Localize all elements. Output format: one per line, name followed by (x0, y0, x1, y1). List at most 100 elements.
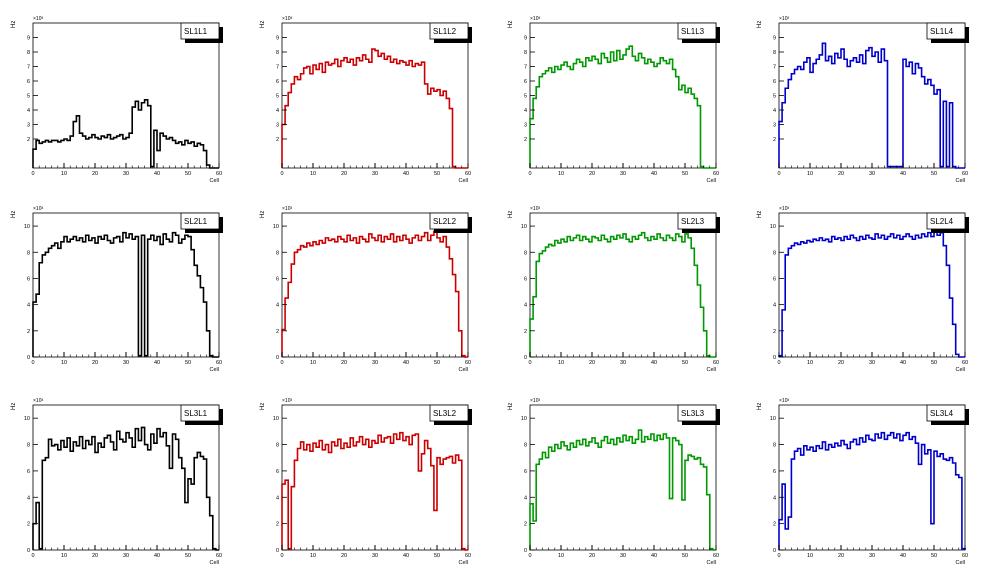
y-tick-label: 8 (773, 443, 776, 449)
plot-frame (529, 22, 717, 169)
y-tick-label: 2 (773, 522, 776, 528)
x-tick-label: 40 (403, 171, 409, 177)
plot-frame (529, 404, 717, 551)
title-box (926, 22, 966, 40)
y-tick-label: 5 (276, 94, 279, 100)
y-tick-label: 4 (27, 108, 30, 114)
x-tick-label: 40 (403, 553, 409, 559)
y-tick-label: 0 (27, 355, 30, 361)
x-tick-label: 0 (31, 553, 34, 559)
x-axis-label: Cell (707, 560, 716, 566)
panel-title: SL2L3 (681, 217, 705, 226)
y-exponent-label: ×10³ (779, 398, 789, 404)
y-axis-label: Hz (11, 211, 17, 218)
histogram-panel-sl2l4: 0 10 20 30 40 50 60 0 2 4 6 8 10 ×10³ Hz Cell SL2L4 (757, 206, 969, 373)
y-tick-label: 3 (276, 123, 279, 129)
y-tick-label: 6 (773, 79, 776, 85)
y-exponent-label: ×10³ (530, 206, 540, 212)
x-axis-label: Cell (210, 367, 219, 373)
x-tick-label: 0 (777, 553, 780, 559)
x-axis-label: Cell (210, 178, 219, 184)
x-tick-label: 0 (777, 171, 780, 177)
y-exponent-label: ×10³ (530, 16, 540, 22)
x-tick-label: 60 (713, 360, 719, 366)
y-axis-label: Hz (260, 21, 266, 28)
y-tick-label: 4 (773, 303, 776, 309)
histogram-panel-sl1l4: 0 10 20 30 40 50 60 2 3 4 5 6 7 8 9 ×10³ Hz Cell SL1L4 (757, 16, 969, 184)
x-tick-label: 20 (589, 553, 595, 559)
y-tick-label: 5 (524, 94, 527, 100)
x-tick-label: 60 (962, 360, 968, 366)
x-tick-label: 10 (558, 171, 564, 177)
y-tick-label: 8 (27, 250, 30, 256)
x-tick-label: 60 (713, 553, 719, 559)
y-tick-label: 4 (276, 108, 279, 114)
y-tick-label: 10 (273, 224, 279, 230)
y-tick-label: 0 (524, 548, 527, 554)
y-tick-label: 10 (770, 416, 776, 422)
x-axis-label: Cell (707, 367, 716, 373)
x-tick-label: 30 (869, 171, 875, 177)
y-tick-label: 9 (773, 36, 776, 42)
x-tick-label: 0 (528, 360, 531, 366)
y-exponent-label: ×10³ (779, 16, 789, 22)
panel-title: SL3L4 (930, 409, 954, 418)
x-tick-label: 0 (31, 171, 34, 177)
panel-title: SL3L1 (184, 409, 208, 418)
x-tick-label: 10 (61, 171, 67, 177)
x-tick-label: 40 (651, 360, 657, 366)
y-tick-label: 4 (27, 303, 30, 309)
title-box (180, 22, 220, 40)
title-box (180, 212, 220, 230)
histogram-line (778, 431, 966, 550)
x-tick-label: 50 (434, 360, 440, 366)
x-tick-label: 60 (713, 171, 719, 177)
x-tick-label: 10 (807, 360, 813, 366)
y-tick-label: 8 (276, 50, 279, 56)
x-tick-label: 60 (216, 360, 222, 366)
histogram-panel-sl1l2: 0 10 20 30 40 50 60 2 3 4 5 6 7 8 9 ×10³ Hz Cell SL1L2 (260, 16, 472, 184)
y-tick-label: 2 (524, 329, 527, 335)
x-tick-label: 20 (341, 171, 347, 177)
x-tick-label: 40 (403, 360, 409, 366)
x-tick-label: 50 (931, 360, 937, 366)
x-tick-label: 60 (216, 171, 222, 177)
y-tick-label: 7 (276, 65, 279, 71)
y-tick-label: 6 (773, 276, 776, 282)
panel-title: SL2L4 (930, 217, 954, 226)
x-tick-label: 30 (869, 553, 875, 559)
plot-frame (281, 404, 469, 551)
y-tick-label: 3 (524, 123, 527, 129)
x-tick-label: 50 (185, 553, 191, 559)
y-tick-label: 10 (24, 224, 30, 230)
y-tick-label: 6 (276, 469, 279, 475)
histogram-panel-sl2l1: 0 10 20 30 40 50 60 0 2 4 6 8 10 ×10³ Hz Cell SL2L1 (11, 206, 223, 373)
x-tick-label: 20 (341, 360, 347, 366)
x-tick-label: 20 (92, 553, 98, 559)
y-tick-label: 0 (524, 355, 527, 361)
y-tick-label: 4 (276, 495, 279, 501)
plot-frame (32, 22, 220, 169)
x-tick-label: 40 (154, 360, 160, 366)
y-tick-label: 3 (773, 123, 776, 129)
x-tick-label: 50 (185, 360, 191, 366)
x-axis-label: Cell (459, 560, 468, 566)
x-tick-label: 0 (31, 360, 34, 366)
panel-title: SL2L2 (433, 217, 457, 226)
x-tick-label: 30 (123, 171, 129, 177)
x-tick-label: 20 (92, 171, 98, 177)
x-tick-label: 30 (123, 553, 129, 559)
y-tick-label: 10 (273, 416, 279, 422)
y-tick-label: 7 (773, 65, 776, 71)
y-exponent-label: ×10³ (33, 16, 43, 22)
panel-title: SL2L1 (184, 217, 208, 226)
plot-frame (32, 404, 220, 551)
y-tick-label: 6 (524, 276, 527, 282)
x-tick-label: 30 (372, 171, 378, 177)
y-tick-label: 6 (276, 79, 279, 85)
x-axis-label: Cell (956, 560, 965, 566)
x-tick-label: 40 (651, 553, 657, 559)
x-axis-label: Cell (459, 367, 468, 373)
x-tick-label: 40 (900, 171, 906, 177)
y-tick-label: 0 (27, 548, 30, 554)
